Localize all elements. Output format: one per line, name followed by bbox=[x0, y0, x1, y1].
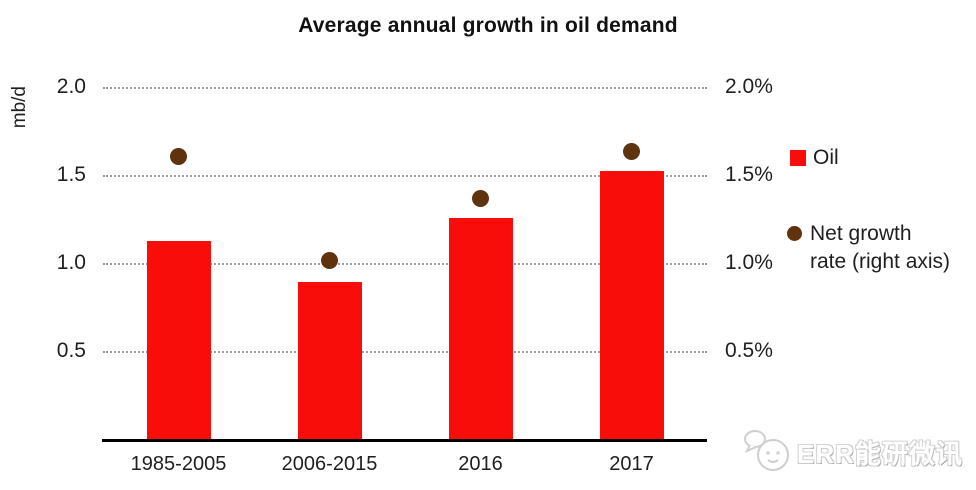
y-axis-right-tick-label: 1.0% bbox=[725, 251, 773, 274]
gridline bbox=[103, 351, 707, 353]
y-axis-right-tick-label: 1.5% bbox=[725, 163, 773, 186]
x-axis-category-label: 2016 bbox=[458, 453, 503, 475]
y-axis-right-tick-label: 2.0% bbox=[725, 75, 773, 98]
y-axis-right-tick-label: 0.5% bbox=[725, 339, 773, 362]
oil-bar bbox=[146, 241, 211, 440]
y-axis-left-tick-label: 1.0 bbox=[56, 251, 86, 274]
x-axis-category-label: 2017 bbox=[609, 453, 654, 475]
chart-title: Average annual growth in oil demand bbox=[298, 14, 678, 37]
y-axis-left-tick-label: 1.5 bbox=[56, 163, 86, 186]
net-growth-rate-dot bbox=[170, 148, 187, 166]
oil-legend-label: Oil bbox=[813, 146, 839, 169]
oil-bar bbox=[448, 218, 513, 440]
net-growth-rate-dot bbox=[321, 251, 338, 269]
watermark: ERR能研微讯 bbox=[742, 422, 972, 482]
net-growth-legend-label-line2: rate (right axis) bbox=[810, 250, 951, 273]
net-growth-legend-label: Net growth rate (right axis) bbox=[810, 220, 950, 276]
x-axis-category-label: 2006-2015 bbox=[281, 453, 378, 475]
net-growth-rate-dot bbox=[623, 142, 640, 160]
legend-item-net-growth: Net growth rate (right axis) bbox=[787, 220, 950, 276]
gridline bbox=[103, 175, 707, 177]
gridline bbox=[103, 87, 707, 89]
x-axis-category-label: 1985-2005 bbox=[130, 453, 227, 475]
y-axis-left-tick-label: 2.0 bbox=[56, 75, 86, 98]
watermark-text: ERR能研微讯 bbox=[797, 438, 963, 469]
oil-legend-swatch bbox=[790, 150, 806, 166]
net-growth-legend-marker bbox=[787, 226, 802, 241]
net-growth-rate-dot bbox=[472, 190, 489, 208]
oil-bar bbox=[599, 170, 664, 440]
x-axis-line bbox=[102, 439, 707, 442]
y-axis-left-tick-label: 0.5 bbox=[56, 339, 86, 362]
gridline bbox=[103, 263, 707, 265]
chat-mascot-icon bbox=[742, 426, 794, 479]
legend-item-oil: Oil bbox=[790, 146, 839, 170]
net-growth-legend-label-line1: Net growth bbox=[810, 222, 912, 245]
oil-bar bbox=[297, 281, 362, 440]
